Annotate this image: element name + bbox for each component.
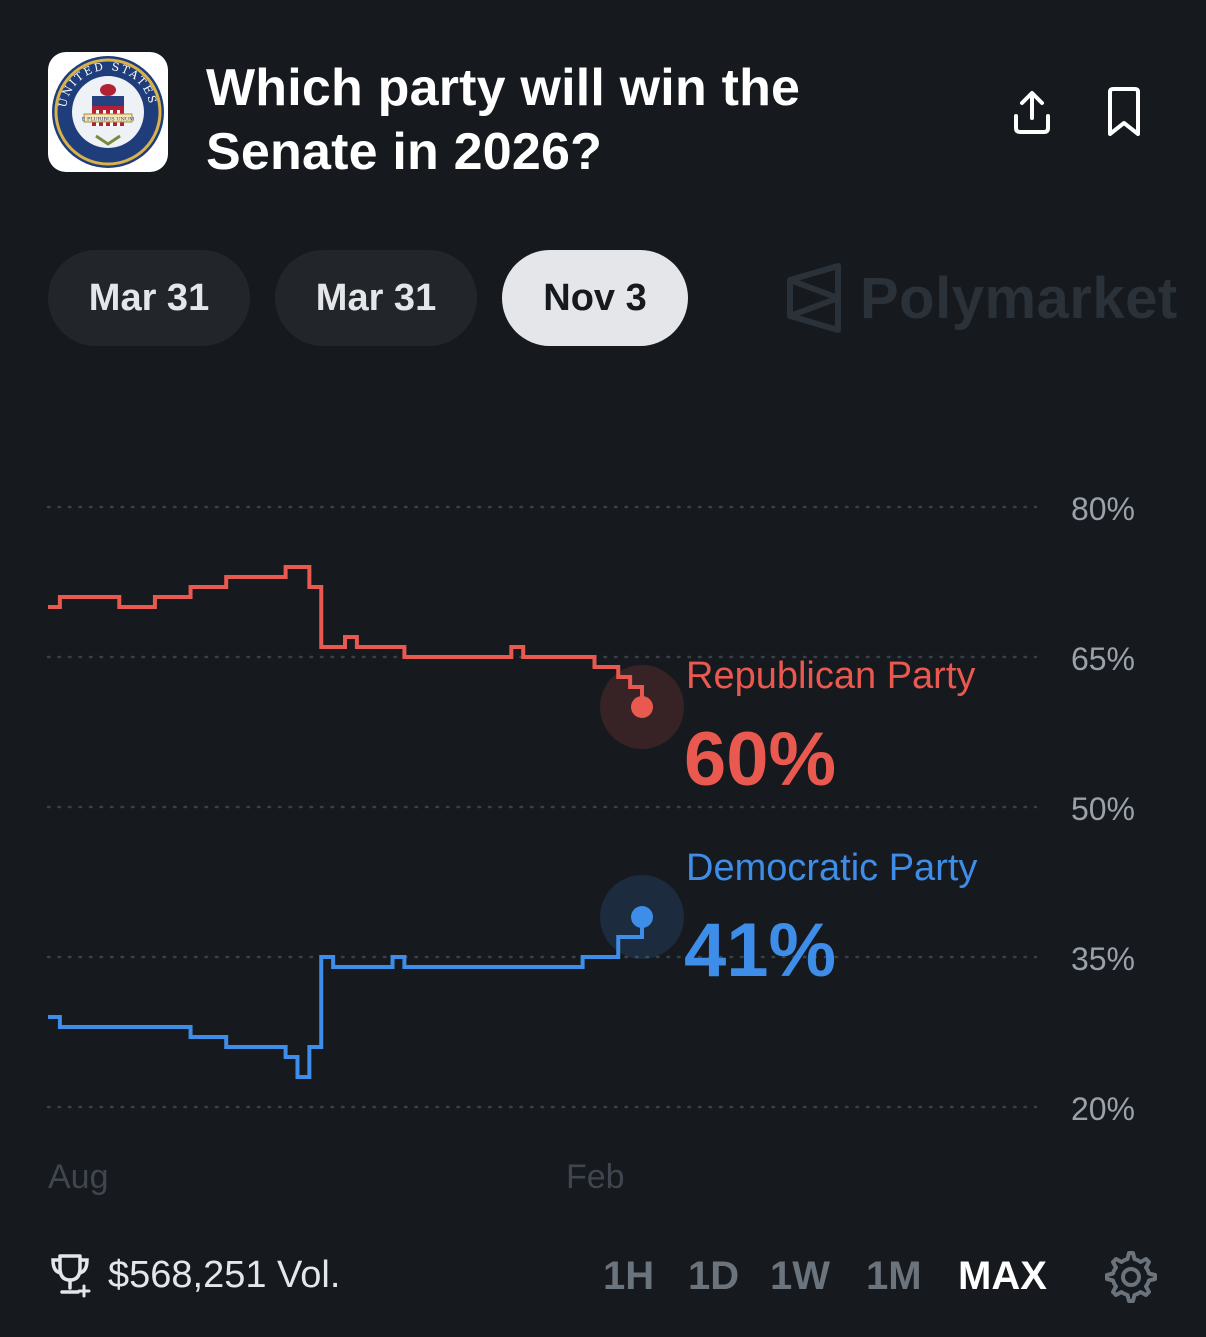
range-max-button[interactable]: MAX [958,1254,1047,1298]
share-icon [1014,91,1050,134]
seal-motto: E PLURIBUS UNUM [82,117,134,123]
range-1d-button[interactable]: 1D [688,1254,740,1298]
range-1m-button[interactable]: 1M [866,1254,922,1298]
y-tick-label: 20% [1071,1091,1135,1127]
volume: $568,251 Vol. [48,1252,340,1298]
brand-name: Polymarket [860,265,1178,331]
trophy-icon [51,1254,91,1298]
polymarket-watermark: Polymarket [784,262,1178,334]
bookmark-icon [1108,87,1140,136]
endpoint-dot [631,906,653,928]
x-axis-labels: Aug Feb [48,1158,625,1196]
x-tick-label: Aug [48,1158,109,1196]
date-tab-1[interactable]: Mar 31 [48,250,250,346]
y-tick-label: 35% [1071,941,1135,977]
y-axis-labels: 80% 65% 50% 35% 20% [1071,491,1135,1127]
share-button[interactable] [1002,82,1062,142]
page-title: Which party will win the Senate in 2026? [206,56,906,184]
volume-text: $568,251 Vol. [108,1253,341,1296]
series-value: 60% [684,717,836,802]
range-1w-button[interactable]: 1W [770,1254,830,1298]
date-tab-3[interactable]: Nov 3 [502,250,688,346]
grid-lines [46,505,1038,1109]
series-name: Democratic Party [686,847,977,889]
bookmark-button[interactable] [1094,82,1154,142]
polymarket-logo-icon [787,263,841,333]
series-value: 41% [684,908,836,993]
series-name: Republican Party [686,655,975,697]
y-tick-label: 65% [1071,641,1135,677]
x-tick-label: Feb [566,1158,625,1196]
series-labels: Republican Party 60% Democratic Party 41% [684,655,977,993]
y-tick-label: 80% [1071,491,1135,527]
range-1h-button[interactable]: 1H [603,1254,655,1298]
title-line-1: Which party will win the [206,59,801,117]
series-line [48,565,644,707]
title-line-2: Senate in 2026? [206,123,603,181]
senate-seal-logo: UNITED STATES SENATE E PLURIBUS UNUM [48,52,168,172]
y-tick-label: 50% [1071,791,1135,827]
chart-svg: 80% 65% 50% 35% 20% Aug Feb Republican Party 6… [46,491,1135,1196]
footer-bar: $568,251 Vol. 1H 1D 1W 1M MAX [0,1240,1206,1320]
date-tab-2[interactable]: Mar 31 [275,250,477,346]
probability-chart: 80% 65% 50% 35% 20% Aug Feb Republican Party 6… [0,440,1206,1220]
series-line [48,917,644,1079]
endpoint-dot [631,696,653,718]
gear-icon[interactable] [1104,1250,1158,1304]
series-lines [48,565,684,1079]
